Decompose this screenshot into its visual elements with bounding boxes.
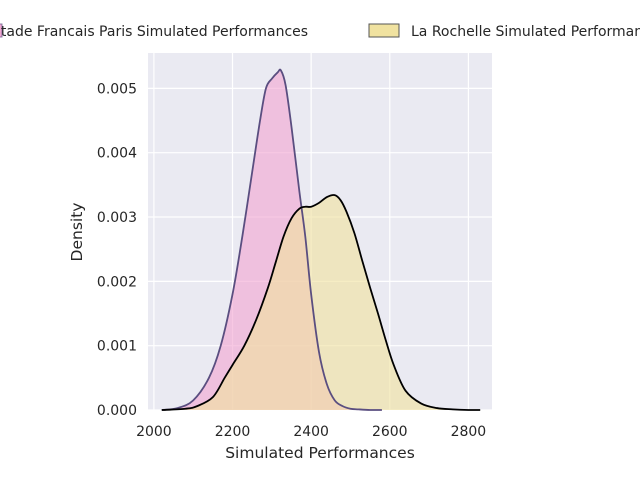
density-area-series-2 — [161, 195, 481, 410]
x-tick-label: 2200 — [215, 424, 251, 440]
x-tick-label: 2400 — [293, 424, 329, 440]
y-axis-label: Density — [68, 203, 86, 262]
legend-label-series-2: La Rochelle Simulated Performances — [411, 24, 640, 40]
density-line-series-2 — [161, 194, 481, 411]
y-tick-label: 0.001 — [97, 339, 137, 355]
x-tick-label: 2600 — [372, 424, 408, 440]
y-tick-labels: 0.000 0.001 0.002 0.003 0.004 0.005 — [97, 81, 137, 419]
legend-swatch-series-2 — [368, 23, 400, 38]
x-axis-label: Simulated Performances — [225, 444, 415, 462]
density-line-series-1 — [161, 68, 382, 411]
x-tick-labels: 2000 2200 2400 2600 2800 — [136, 424, 486, 440]
x-tick-label: 2000 — [136, 424, 172, 440]
legend-label-series-1: Stade Francais Paris Simulated Performan… — [0, 24, 308, 40]
y-tick-label: 0.004 — [97, 146, 137, 162]
y-tick-label: 0.002 — [97, 274, 137, 290]
x-tick-label: 2800 — [451, 424, 487, 440]
legend-swatch-series-1 — [0, 23, 3, 38]
y-tick-label: 0.005 — [97, 81, 137, 97]
y-tick-label: 0.000 — [97, 403, 137, 419]
y-tick-label: 0.003 — [97, 210, 137, 226]
legend: Stade Francais Paris Simulated Performan… — [0, 23, 640, 40]
density-area-series-1 — [161, 69, 382, 411]
density-series — [161, 68, 481, 411]
